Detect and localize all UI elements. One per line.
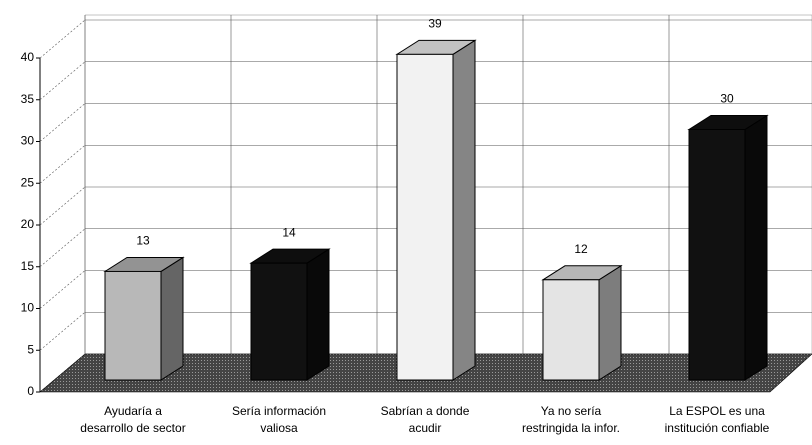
y-tick-label: 35: [21, 92, 35, 106]
y-tick-label: 10: [21, 301, 35, 315]
x-tick-label: institución confiable: [665, 421, 770, 435]
y-tick-label: 15: [21, 259, 35, 273]
bar: [687, 114, 769, 381]
value-label: 13: [136, 234, 150, 248]
y-tick-label: 25: [21, 175, 35, 189]
x-tick-label: Ya no sería: [541, 404, 602, 418]
grid-line: [39, 19, 86, 59]
value-label: 39: [428, 17, 442, 31]
bar-front: [104, 270, 162, 381]
bar: [249, 248, 331, 381]
y-tick-label: 30: [21, 134, 35, 148]
value-label: 14: [282, 225, 296, 239]
grid-line: [39, 186, 86, 226]
grid-line: [39, 145, 86, 184]
bar: [395, 39, 477, 381]
value-label: 30: [720, 92, 734, 106]
bar-front: [250, 262, 308, 381]
grid-line: [39, 61, 86, 100]
x-tick-label: Sabrían a donde: [381, 404, 470, 418]
y-tick-label: 40: [21, 50, 35, 64]
x-tick-label: La ESPOL es una: [669, 404, 765, 418]
bar-side: [160, 256, 184, 381]
y-tick-label: 20: [21, 217, 35, 231]
grid-line: [39, 312, 86, 351]
x-tick-label: valiosa: [260, 421, 298, 435]
bar-side: [306, 248, 330, 381]
bar-side: [744, 114, 768, 381]
bar-front: [396, 53, 454, 381]
x-tick-label: desarrollo de sector: [80, 421, 185, 435]
bar: [541, 264, 623, 381]
y-tick-label: 5: [27, 342, 34, 356]
x-tick-label: Ayudaría a: [104, 404, 162, 418]
y-tick-label: 0: [27, 384, 34, 398]
value-label: 12: [574, 242, 588, 256]
x-tick-label: Sería información: [232, 404, 326, 418]
bar-side: [452, 39, 476, 381]
x-tick-label: acudir: [409, 421, 442, 435]
grid-line: [39, 228, 86, 267]
bar-front: [688, 129, 746, 381]
grid-line: [39, 270, 86, 309]
bar-side: [598, 264, 622, 381]
x-tick-label: restringida la infor.: [522, 421, 620, 435]
bar: [103, 256, 185, 381]
bar-front: [542, 279, 600, 381]
grid-line: [39, 103, 86, 142]
